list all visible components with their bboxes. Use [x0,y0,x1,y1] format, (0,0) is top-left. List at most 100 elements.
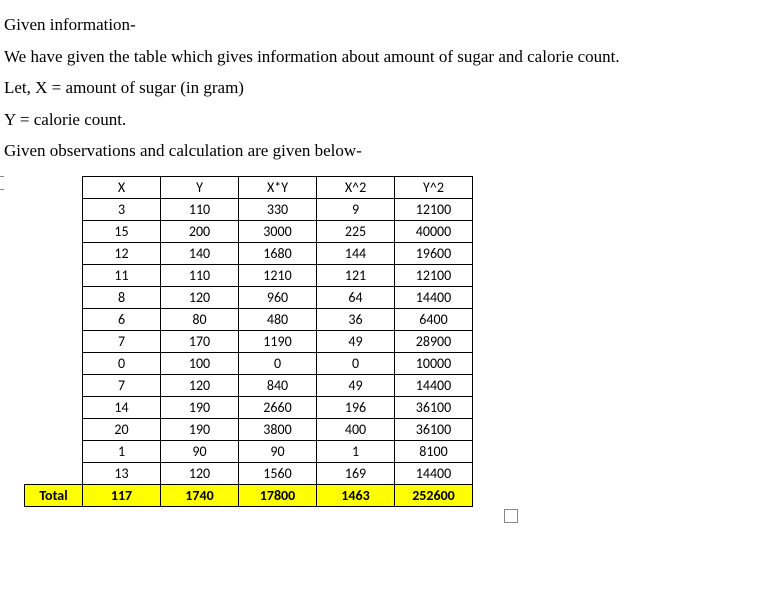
cell: 28900 [395,330,473,352]
cell: 90 [239,440,317,462]
col-header-x2: X^2 [317,176,395,198]
table-row: 680480366400 [25,308,473,330]
row-label-blank [25,220,83,242]
cell: 12100 [395,198,473,220]
cell: 2660 [239,396,317,418]
total-cell: 17800 [239,484,317,506]
cell: 49 [317,374,395,396]
cell: 14400 [395,462,473,484]
data-table: X Y X*Y X^2 Y^2 3110330912100 1520030002… [24,176,473,507]
cell: 190 [161,418,239,440]
para-y: Y = calorie count. [4,107,774,133]
col-header-xy: X*Y [239,176,317,198]
cell: 0 [239,352,317,374]
cell: 80 [161,308,239,330]
cell: 90 [161,440,239,462]
cell: 1190 [239,330,317,352]
row-label-blank [25,308,83,330]
row-label-blank [25,264,83,286]
row-label-blank [25,396,83,418]
row-label-blank [25,286,83,308]
cell: 140 [161,242,239,264]
para-let-x: Let, X = amount of sugar (in gram) [4,75,774,101]
cell: 40000 [395,220,473,242]
cell: 1210 [239,264,317,286]
cell: 100 [161,352,239,374]
row-label-blank [25,198,83,220]
cell: 14400 [395,286,473,308]
para-observations: Given observations and calculation are g… [4,138,774,164]
cell: 19600 [395,242,473,264]
col-header-y2: Y^2 [395,176,473,198]
cell: 13 [83,462,161,484]
total-cell: 1740 [161,484,239,506]
cell: 3 [83,198,161,220]
table-row: 11110121012112100 [25,264,473,286]
cell: 121 [317,264,395,286]
row-label-blank [25,352,83,374]
cell: 64 [317,286,395,308]
cell: 144 [317,242,395,264]
cell: 120 [161,374,239,396]
corner-square-icon [504,509,518,523]
total-cell: 252600 [395,484,473,506]
cell: 11 [83,264,161,286]
cell: 480 [239,308,317,330]
table-row: 1909018100 [25,440,473,462]
cell: 0 [83,352,161,374]
cell: 3800 [239,418,317,440]
cell: 110 [161,198,239,220]
cell: 1 [83,440,161,462]
cell: 170 [161,330,239,352]
total-cell: 1463 [317,484,395,506]
cell: 1560 [239,462,317,484]
cell: 840 [239,374,317,396]
table-row: 12140168014419600 [25,242,473,264]
para-given-info: Given information- [4,12,774,38]
row-label-blank [25,418,83,440]
cell: 225 [317,220,395,242]
cell: 12100 [395,264,473,286]
cell: 10000 [395,352,473,374]
row-label-blank [25,374,83,396]
cell: 330 [239,198,317,220]
table-row: 13120156016914400 [25,462,473,484]
cell: 8100 [395,440,473,462]
table-header-row: X Y X*Y X^2 Y^2 [25,176,473,198]
cell: 110 [161,264,239,286]
table-row: 14190266019636100 [25,396,473,418]
table-row: 717011904928900 [25,330,473,352]
cell: 7 [83,330,161,352]
cell: 960 [239,286,317,308]
cell: 120 [161,462,239,484]
cell: 36100 [395,418,473,440]
data-table-container: X Y X*Y X^2 Y^2 3110330912100 1520030002… [24,176,774,523]
table-total-row: Total 117 1740 17800 1463 252600 [25,484,473,506]
col-header-x: X [83,176,161,198]
cell: 6 [83,308,161,330]
header-blank [25,176,83,198]
cell: 120 [161,286,239,308]
cell: 169 [317,462,395,484]
row-label-blank [25,242,83,264]
row-label-blank [25,440,83,462]
table-row: 81209606414400 [25,286,473,308]
cell: 14400 [395,374,473,396]
cell: 0 [317,352,395,374]
table-row: 3110330912100 [25,198,473,220]
total-label: Total [25,484,83,506]
cell: 15 [83,220,161,242]
cell: 6400 [395,308,473,330]
row-label-blank [25,462,83,484]
col-header-y: Y [161,176,239,198]
cell: 20 [83,418,161,440]
cell: 196 [317,396,395,418]
cell: 190 [161,396,239,418]
cell: 49 [317,330,395,352]
cell: 9 [317,198,395,220]
margin-marker [0,176,4,190]
cell: 36100 [395,396,473,418]
para-description: We have given the table which gives info… [4,44,774,70]
cell: 1 [317,440,395,462]
cell: 400 [317,418,395,440]
